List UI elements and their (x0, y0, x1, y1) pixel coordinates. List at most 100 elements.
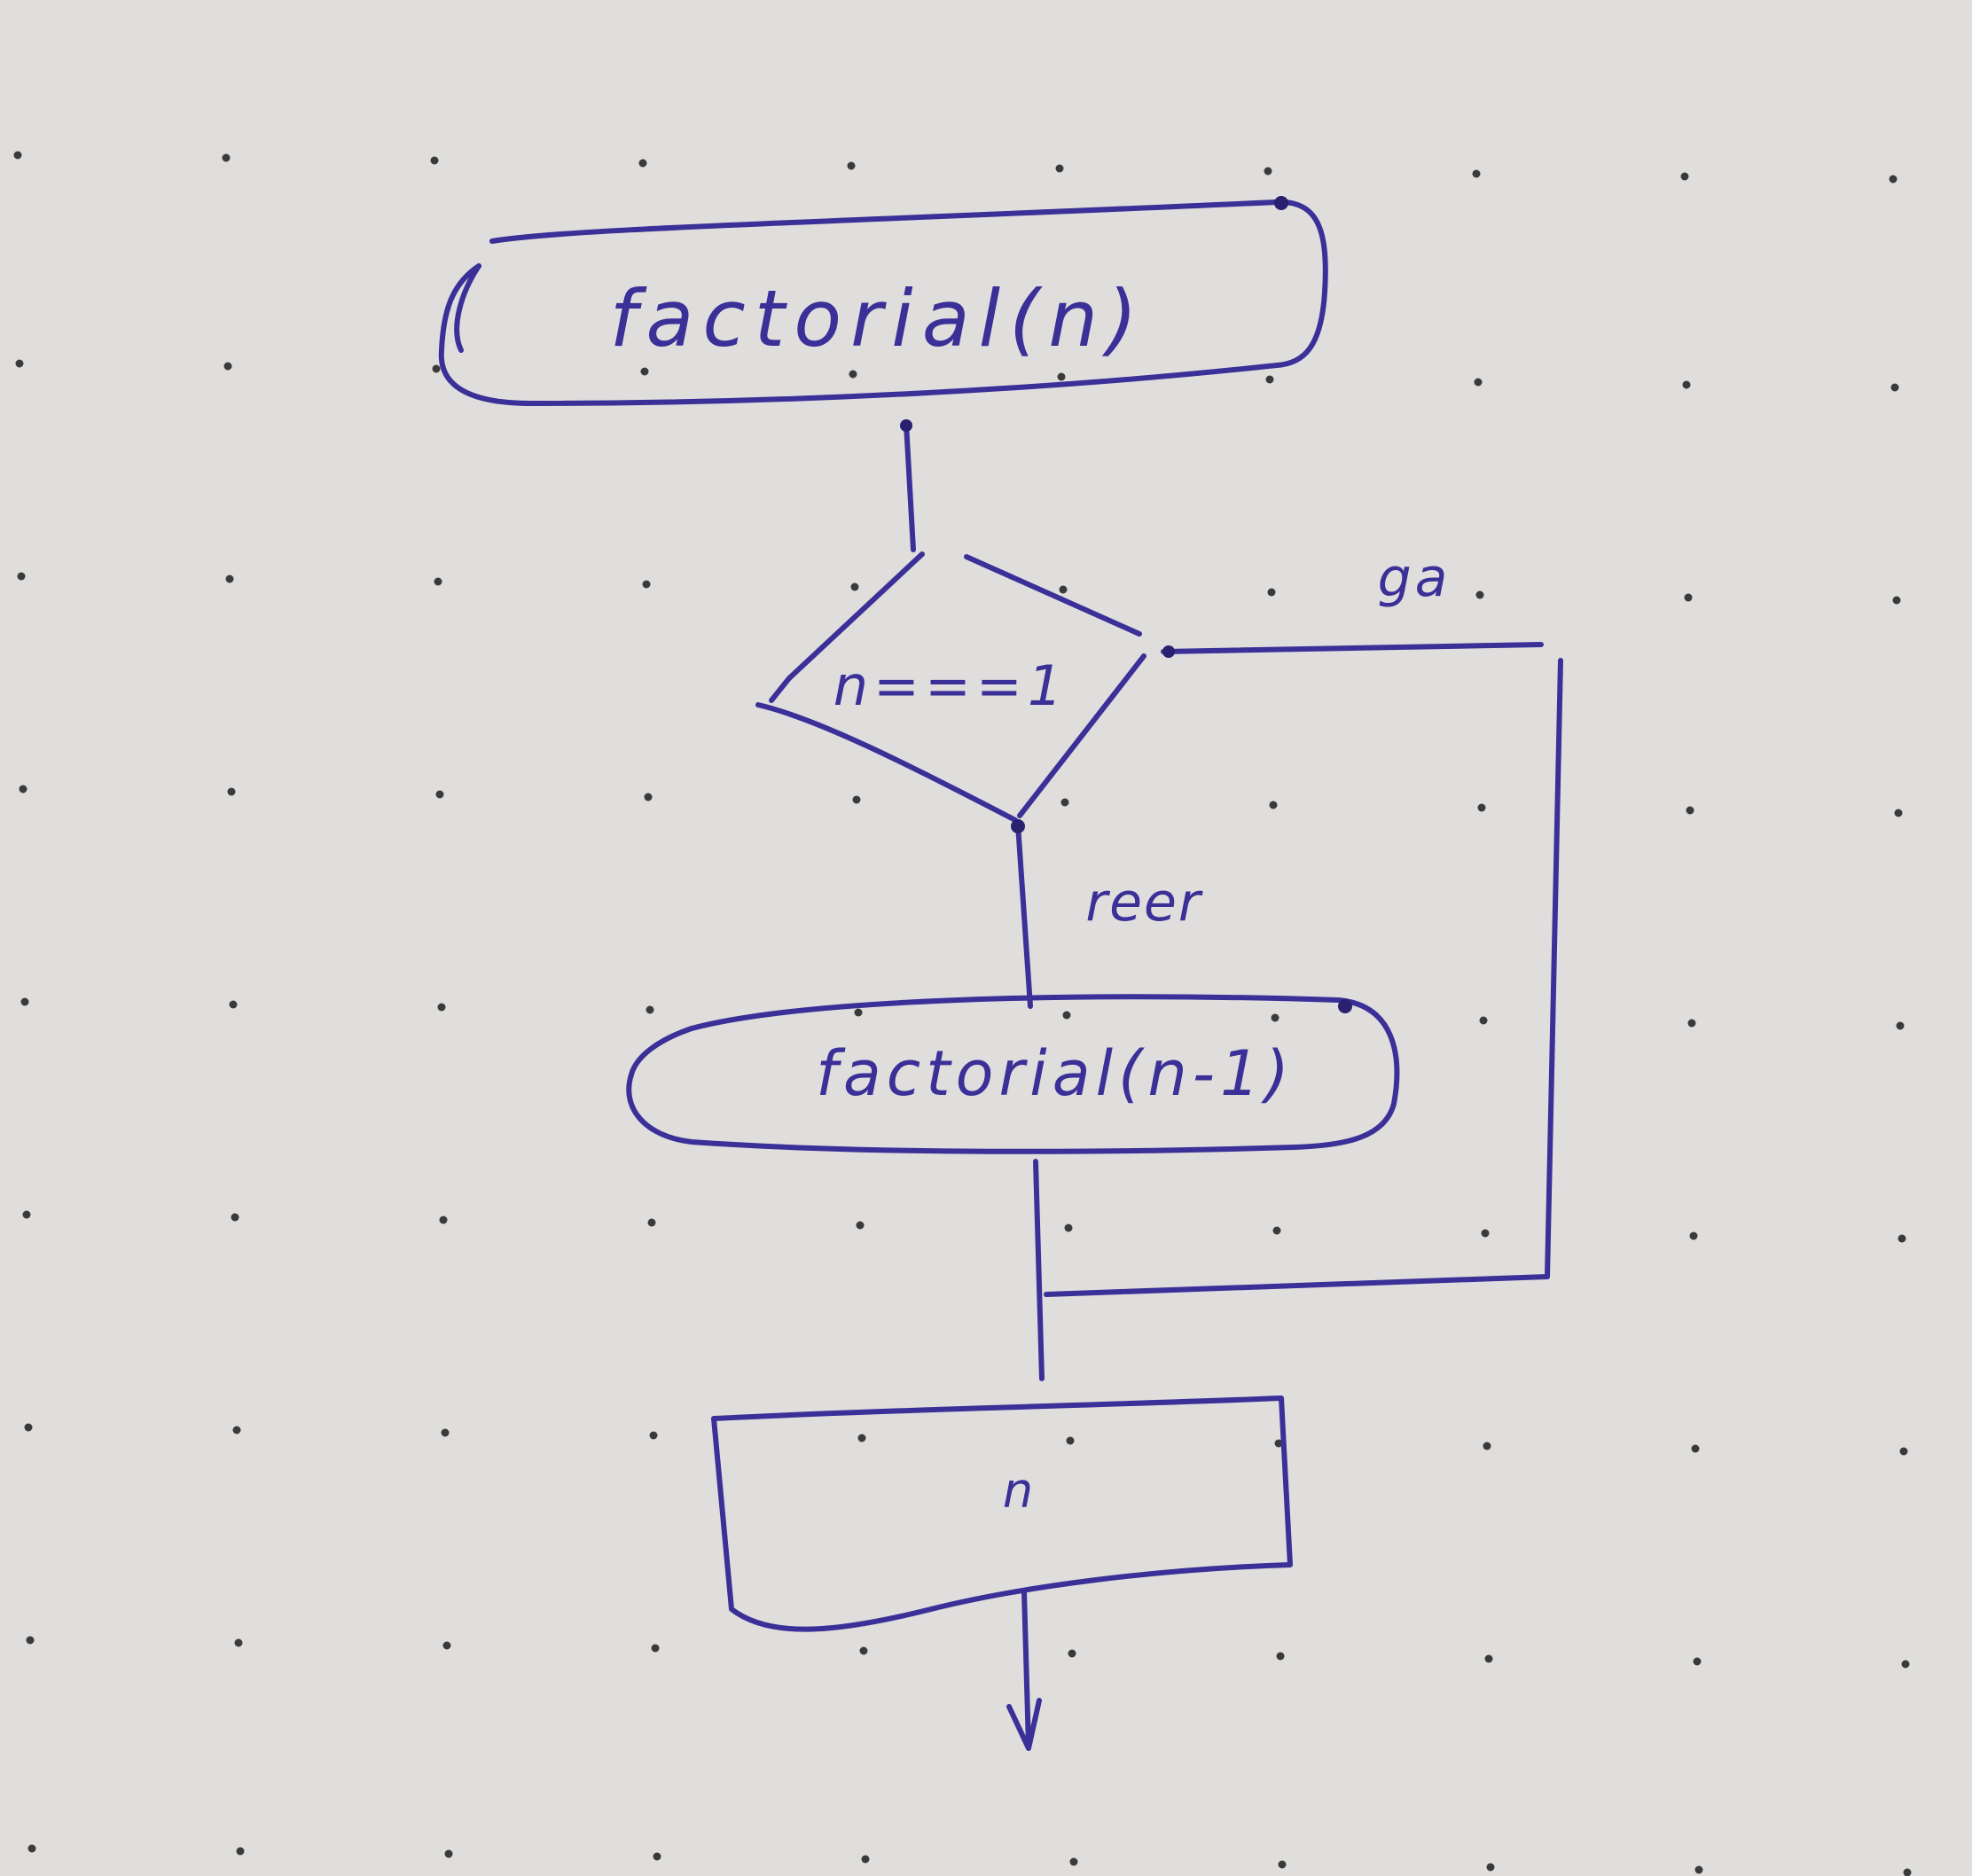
decision-diamond-shape-4 (755, 702, 1018, 823)
grid-dot (1682, 380, 1691, 389)
grid-dot (1691, 1444, 1700, 1453)
grid-dot (849, 370, 857, 379)
grid-dot (26, 1636, 35, 1645)
grid-dot (1060, 798, 1069, 807)
grid-dot (642, 580, 651, 589)
grid-dot (20, 997, 29, 1006)
grid-dot (22, 1210, 31, 1219)
output-document-shape (711, 1395, 1293, 1632)
grid-dot (1689, 1231, 1698, 1240)
output-label: n (1003, 1463, 1033, 1519)
grid-dot (434, 577, 442, 586)
grid-dot (1481, 1229, 1490, 1238)
grid-dot (27, 1844, 36, 1853)
grid-dot (1901, 1660, 1910, 1669)
connector-no-branch (1015, 822, 1033, 1009)
grid-dot (24, 1423, 33, 1432)
grid-dot (1684, 593, 1693, 602)
grid-dot (17, 572, 26, 581)
decision-label: n===1 (833, 653, 1068, 718)
ink-blob (1011, 819, 1025, 833)
grid-dot (857, 1434, 866, 1442)
grid-dot (1066, 1436, 1075, 1445)
connector-start-to-decision (904, 421, 916, 552)
grid-dot (432, 364, 441, 373)
call-terminator-flourish (629, 1026, 694, 1077)
grid-dot (1474, 378, 1483, 387)
grid-dot (1479, 1016, 1488, 1025)
grid-dot (859, 1646, 868, 1655)
grid-dot (1686, 806, 1694, 815)
call-label: factorial(n-1) (816, 1037, 1295, 1110)
grid-dot (1274, 1439, 1283, 1448)
grid-dot (1269, 801, 1278, 809)
grid-dot (1892, 596, 1901, 605)
grid-dot (852, 795, 861, 804)
grid-dot (1694, 1865, 1703, 1874)
grid-dot (856, 1221, 865, 1230)
grid-dot (1680, 172, 1689, 181)
grid-dot (435, 790, 444, 799)
grid-dot (1472, 169, 1481, 178)
grid-dot (1486, 1863, 1495, 1872)
grid-dot (439, 1215, 448, 1224)
grid-dot (430, 156, 439, 165)
ink-blob (1338, 999, 1352, 1013)
grid-dot (15, 359, 24, 368)
grid-dot (1064, 1223, 1073, 1232)
grid-dot (1889, 175, 1898, 184)
start-terminator-shape (438, 199, 1328, 406)
ink-blob (1162, 645, 1175, 658)
connector-yes-return (1044, 1274, 1550, 1297)
grid-dot (227, 787, 236, 796)
grid-dot (19, 785, 27, 793)
grid-dot (1903, 1868, 1912, 1876)
grid-dot (1894, 809, 1903, 817)
grid-dot (1890, 383, 1899, 392)
grid-dot (1055, 164, 1064, 173)
grid-dot (236, 1847, 245, 1856)
grid-dot (854, 1008, 863, 1017)
grid-dot (1898, 1234, 1906, 1243)
connector-yes-vertical (1545, 658, 1563, 1279)
grid-dot (1057, 372, 1066, 381)
grid-dot (651, 1644, 660, 1653)
grid-dot (1687, 1019, 1696, 1028)
start-label: factorial(n) (609, 273, 1146, 364)
grid-dot (1264, 167, 1272, 176)
ink-blob (1274, 196, 1288, 210)
decision-diamond-shape-2 (964, 554, 1142, 637)
grid-dot (1278, 1860, 1287, 1869)
grid-dot (225, 575, 234, 583)
grid-dot (13, 151, 22, 160)
no-branch-label: reer (1085, 872, 1202, 934)
grid-dot (1267, 588, 1276, 597)
connector-yes-branch (1161, 642, 1544, 654)
grid-dot (638, 159, 647, 168)
start-terminator-flourish (454, 263, 481, 353)
grid-dot (1483, 1442, 1491, 1450)
exit-arrow-line (1021, 1589, 1031, 1749)
grid-dot (231, 1213, 239, 1222)
dot-grid (13, 151, 1912, 1876)
grid-dot (444, 1849, 453, 1858)
grid-dot (1477, 803, 1486, 812)
grid-dot (653, 1852, 661, 1861)
grid-dot (1693, 1657, 1702, 1666)
exit-arrow-head (1006, 1698, 1042, 1751)
yes-branch-label: ga (1378, 547, 1452, 609)
grid-dot (1484, 1654, 1493, 1663)
call-terminator-shape (626, 994, 1400, 1154)
grid-dot (234, 1638, 243, 1647)
grid-dot (1062, 1011, 1071, 1020)
grid-dot (1896, 1021, 1905, 1030)
grid-dot (647, 1218, 656, 1227)
grid-dot (646, 1005, 654, 1014)
grid-dot (861, 1855, 870, 1864)
grid-dot (847, 161, 856, 170)
grid-dot (1265, 375, 1274, 384)
grid-dot (223, 362, 232, 371)
